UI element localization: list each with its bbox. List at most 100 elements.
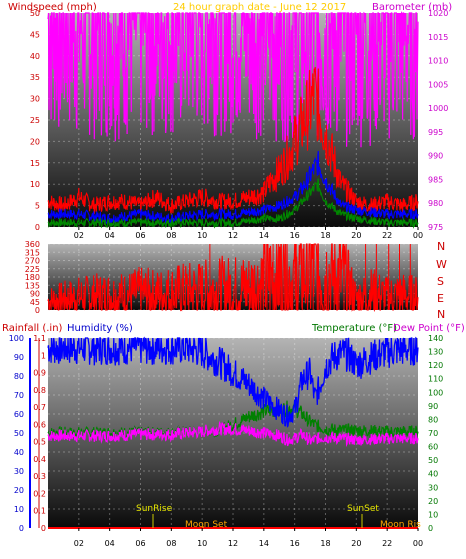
y-tick-label: 90: [428, 402, 438, 411]
y-tick-label: 50: [14, 429, 24, 438]
y-tick-label: 0.2: [33, 490, 46, 499]
dewpoint-axis-title: Dew Point (°F): [393, 323, 465, 334]
y-tick-label: 25: [30, 116, 40, 125]
y-tick-label: 0.9: [33, 369, 46, 378]
temperature-y-ticks: 0 10 20 30 40 50 60 70 80 90 100 110 120 130 140: [428, 334, 443, 533]
y-tick-label: 0.6: [33, 420, 46, 429]
series-humidity: [47, 336, 419, 428]
y-tick-label: 1020: [428, 9, 448, 18]
y-tick-label: 15: [30, 159, 40, 168]
y-tick-label: 1005: [428, 80, 448, 89]
y-tick-label: 995: [428, 128, 443, 137]
y-tick-label: 0.8: [33, 386, 46, 395]
x-tick-label: 00: [413, 539, 423, 548]
x-tick-label: 04: [105, 539, 115, 548]
y-tick-label: 40: [14, 448, 24, 457]
barometer-axis-title: Barometer (mb): [372, 2, 452, 13]
y-tick-label: 50: [30, 9, 40, 18]
y-tick-label: 110: [428, 375, 443, 384]
compass-e: E: [437, 292, 444, 305]
windspeed-axis-title: Windspeed (mph): [8, 2, 97, 13]
x-tick-label: 06: [135, 231, 145, 240]
y-tick-label: 270: [25, 257, 40, 266]
y-tick-label: 0: [35, 223, 40, 232]
y-tick-label: 120: [428, 361, 443, 370]
y-tick-label: 1: [41, 351, 46, 360]
y-tick-label: 0: [428, 524, 433, 533]
y-tick-label: 80: [14, 372, 24, 381]
moonset-label: Moon Set: [185, 520, 228, 530]
y-tick-label: 1.1: [33, 334, 46, 343]
series-wind-direction: [47, 243, 419, 313]
y-tick-label: 30: [30, 95, 40, 104]
y-tick-label: 315: [25, 248, 40, 257]
y-tick-label: 225: [25, 265, 40, 274]
y-tick-label: 180: [25, 273, 40, 282]
moonrise-label: Moon Ris: [380, 520, 421, 530]
y-tick-label: 45: [30, 30, 40, 39]
y-tick-label: 980: [428, 199, 443, 208]
x-tick-label: 20: [351, 231, 361, 240]
y-tick-label: 0: [41, 524, 46, 533]
y-tick-label: 50: [428, 456, 438, 465]
y-tick-label: 20: [14, 486, 24, 495]
x-tick-label: 04: [105, 231, 115, 240]
compass-n-top: N: [437, 240, 445, 253]
y-tick-label: 985: [428, 175, 443, 184]
y-tick-label: 140: [428, 334, 443, 343]
y-tick-label: 45: [30, 298, 40, 307]
direction-series: [47, 243, 419, 313]
y-tick-label: 975: [428, 223, 443, 232]
y-tick-label: 40: [428, 470, 438, 479]
rain-y-ticks: 0 0.1 0.2 0.3 0.4 0.5 0.6 0.7 0.8 0.9 1 1.1: [33, 334, 46, 533]
y-tick-label: 0.1: [33, 507, 46, 516]
y-tick-label: 990: [428, 152, 443, 161]
series-temperature-f: [47, 400, 419, 442]
series-barometer-mb: [47, 10, 419, 148]
y-tick-label: 20: [428, 497, 438, 506]
y-tick-label: 0.3: [33, 472, 46, 481]
series-windspeed-mph: [47, 66, 419, 215]
rainfall-axis-title: Rainfall (.in): [2, 323, 63, 334]
y-tick-label: 60: [428, 443, 438, 452]
compass-w: W: [436, 258, 447, 271]
y-tick-label: 40: [30, 52, 40, 61]
compass-labels: N W S E N: [436, 240, 447, 321]
compass-s: S: [437, 275, 444, 288]
y-tick-label: 90: [14, 353, 24, 362]
y-tick-label: 80: [428, 415, 438, 424]
y-tick-label: 20: [30, 137, 40, 146]
y-tick-label: 1000: [428, 104, 448, 113]
y-tick-label: 130: [428, 348, 443, 357]
y-tick-label: 1010: [428, 57, 448, 66]
y-tick-label: 1015: [428, 33, 448, 42]
x-tick-label: 16: [290, 539, 300, 548]
y-tick-label: 60: [14, 410, 24, 419]
y-tick-label: 0: [35, 306, 40, 315]
temperature-axis-title: Temperature (°F): [311, 323, 397, 334]
wind-series: [47, 10, 419, 229]
x-tick-label: 02: [74, 231, 84, 240]
y-tick-label: 90: [30, 290, 40, 299]
x-tick-label: 20: [351, 539, 361, 548]
x-tick-label: 12: [228, 539, 238, 548]
series-calm: [47, 178, 419, 229]
y-tick-label: 0.7: [33, 403, 46, 412]
y-tick-label: 100: [428, 388, 443, 397]
wind-y-ticks: 0 5 10 15 20 25 30 35 40 45 50: [30, 9, 40, 232]
x-tick-label: 18: [320, 539, 330, 548]
sunset-label: SunSet: [347, 504, 379, 514]
y-tick-label: 100: [9, 334, 24, 343]
y-tick-label: 30: [428, 483, 438, 492]
x-tick-label: 08: [166, 231, 176, 240]
x-tick-label: 02: [74, 539, 84, 548]
x-tick-label: 14: [259, 539, 269, 548]
x-tick-label: 00: [413, 231, 423, 240]
y-tick-label: 10: [14, 505, 24, 514]
x-tick-label: 12: [228, 231, 238, 240]
sunrise-label: SunRise: [136, 504, 173, 514]
y-tick-label: 70: [14, 391, 24, 400]
